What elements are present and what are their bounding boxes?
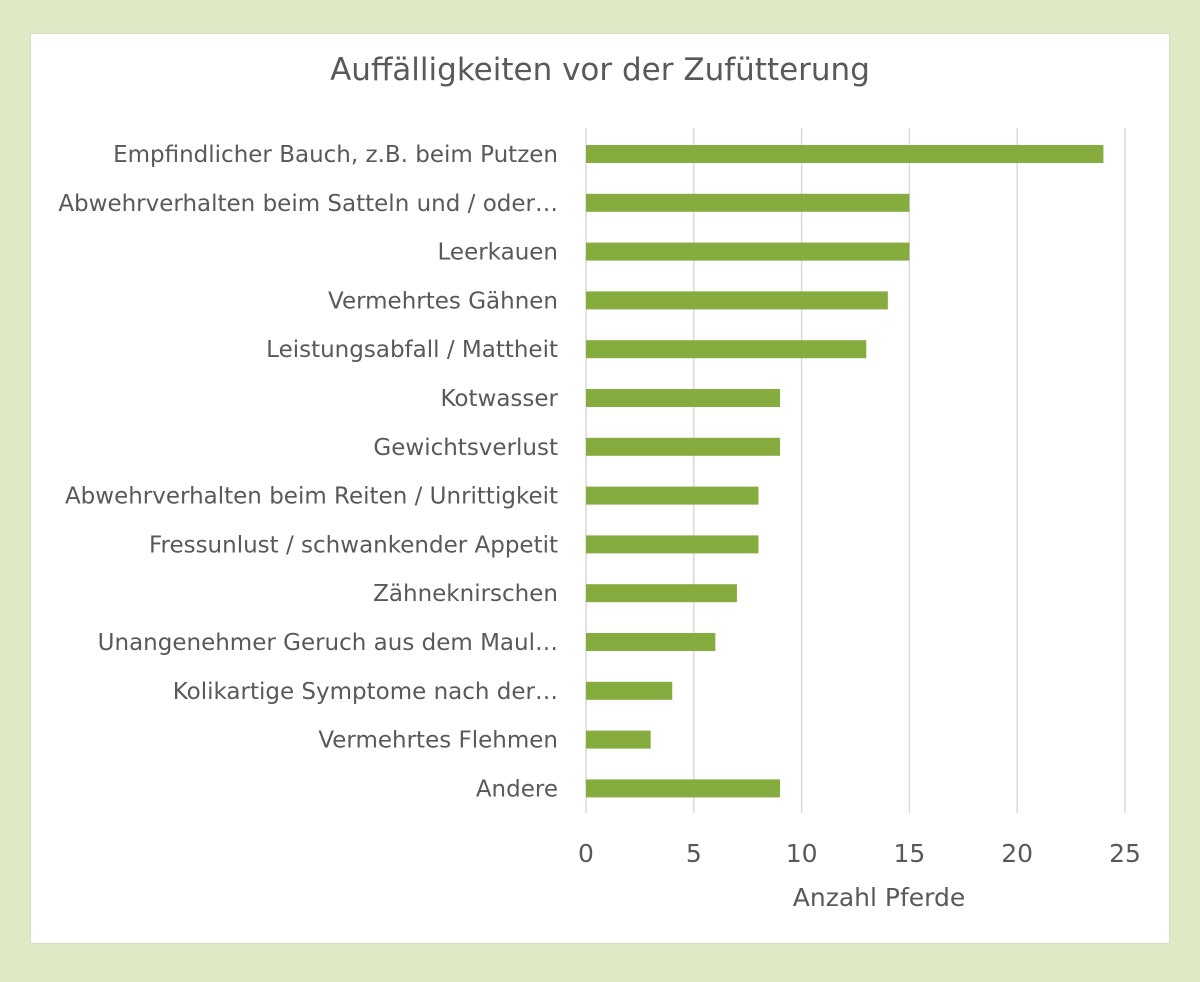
x-axis-title: Anzahl Pferde xyxy=(793,883,965,912)
category-label: Unangenehmer Geruch aus dem Maul… xyxy=(98,630,558,656)
x-tick-label: 0 xyxy=(578,839,594,868)
x-tick-label: 25 xyxy=(1109,839,1141,868)
bar xyxy=(586,633,716,651)
category-label: Kotwasser xyxy=(440,386,558,412)
x-tick-labels: 0 5 10 15 20 25 xyxy=(578,839,1141,868)
bars xyxy=(586,145,1104,798)
bar xyxy=(586,145,1104,163)
category-label: Vermehrtes Flehmen xyxy=(318,728,558,754)
bar xyxy=(586,242,910,261)
category-label: Abwehrverhalten beim Satteln und / oder… xyxy=(58,191,558,217)
bar xyxy=(586,389,781,407)
bar xyxy=(586,730,651,749)
category-label: Kolikartige Symptome nach der… xyxy=(173,679,558,705)
category-label: Zähneknirschen xyxy=(373,581,558,607)
bar xyxy=(586,291,888,310)
bar xyxy=(586,535,759,554)
bar xyxy=(586,779,781,798)
bar xyxy=(586,486,759,505)
x-tick-label: 10 xyxy=(786,839,818,868)
category-label: Leerkauen xyxy=(438,240,558,266)
bar xyxy=(586,340,867,359)
category-label: Vermehrtes Gähnen xyxy=(328,288,558,314)
x-tick-label: 15 xyxy=(893,839,925,868)
bar xyxy=(586,193,910,212)
category-labels: Empfindlicher Bauch, z.B. beim Putzen Abw… xyxy=(58,142,558,802)
category-label: Andere xyxy=(476,776,558,802)
category-label: Abwehrverhalten beim Reiten / Unrittigke… xyxy=(65,484,558,510)
category-label: Leistungsabfall / Mattheit xyxy=(266,337,558,363)
bar xyxy=(586,437,781,456)
gridlines xyxy=(585,128,1126,813)
x-tick-label: 5 xyxy=(686,839,702,868)
category-label: Empfindlicher Bauch, z.B. beim Putzen xyxy=(113,142,558,168)
category-label: Gewichtsverlust xyxy=(373,435,558,461)
bar xyxy=(586,681,673,700)
category-label: Fressunlust / schwankender Appetit xyxy=(149,532,558,558)
bar xyxy=(586,584,737,603)
chart-title: Auffälligkeiten vor der Zufütterung xyxy=(330,52,870,88)
x-tick-label: 20 xyxy=(1001,839,1033,868)
